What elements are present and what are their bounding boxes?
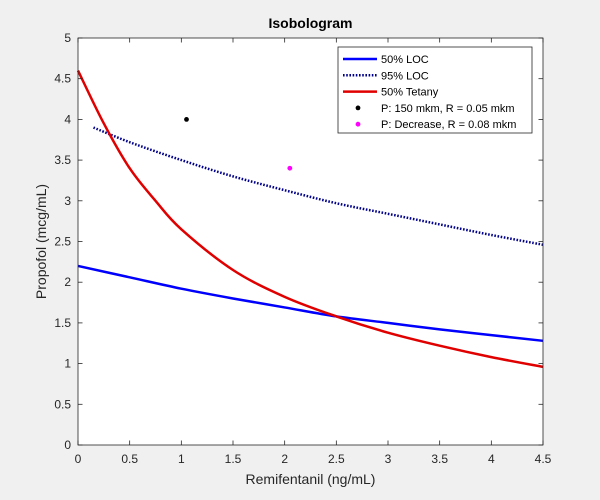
y-tick-label-4: 2 xyxy=(64,275,71,289)
y-tick-label-1: 0.5 xyxy=(54,397,71,411)
x-axis-ticks: 0 0.5 1 1.5 2 2.5 3 3.5 4 4.5 xyxy=(75,38,552,466)
legend-marker-0 xyxy=(355,105,361,111)
legend: 50% LOC 95% LOC 50% Tetany P: 150 mkm, R = … xyxy=(337,46,533,134)
y-axis-ticks: 0 0.5 1 1.5 2 2.5 3 3.5 4 4.5 5 xyxy=(54,31,543,452)
y-tick-label-5: 2.5 xyxy=(54,235,71,249)
y-tick-label-9: 4.5 xyxy=(54,72,71,86)
y-tick-label-2: 1 xyxy=(64,357,71,371)
legend-label-1: 95% LOC xyxy=(381,70,429,82)
x-tick-label-0: 0 xyxy=(75,452,82,466)
x-tick-label-3: 1.5 xyxy=(225,452,242,466)
x-tick-label-6: 3 xyxy=(385,452,392,466)
legend-marker-1 xyxy=(355,121,361,127)
x-tick-label-4: 2 xyxy=(281,452,288,466)
series-line-2 xyxy=(76,70,544,369)
x-tick-label-2: 1 xyxy=(178,452,185,466)
legend-point-label-1: P: Decrease, R = 0.08 mkm xyxy=(381,119,516,131)
x-tick-label-8: 4 xyxy=(488,452,495,466)
series-line-1 xyxy=(93,126,544,246)
point-marker-0 xyxy=(184,117,189,122)
legend-label-0: 50% LOC xyxy=(381,54,429,66)
y-tick-label-3: 1.5 xyxy=(54,316,71,330)
legend-box xyxy=(337,46,533,134)
curves-layer xyxy=(76,70,544,369)
series-line-0 xyxy=(77,264,544,343)
y-tick-label-7: 3.5 xyxy=(54,153,71,167)
legend-point-label-0: P: 150 mkm, R = 0.05 mkm xyxy=(381,103,515,115)
y-axis-label: Propofol (mcg/mL) xyxy=(33,184,49,299)
y-tick-label-8: 4 xyxy=(64,112,71,126)
legend-label-2: 50% Tetany xyxy=(381,87,439,99)
x-axis-label: Remifentanil (ng/mL) xyxy=(246,471,376,487)
chart-title: Isobologram xyxy=(268,15,352,31)
y-tick-label-6: 3 xyxy=(64,194,71,208)
x-tick-label-9: 4.5 xyxy=(535,452,552,466)
y-tick-label-10: 5 xyxy=(64,31,71,45)
point-marker-1 xyxy=(287,165,293,171)
x-tick-label-7: 3.5 xyxy=(431,452,448,466)
x-tick-label-1: 0.5 xyxy=(121,452,138,466)
markers-layer xyxy=(184,117,293,171)
y-tick-label-0: 0 xyxy=(64,438,71,452)
x-tick-label-5: 2.5 xyxy=(328,452,345,466)
